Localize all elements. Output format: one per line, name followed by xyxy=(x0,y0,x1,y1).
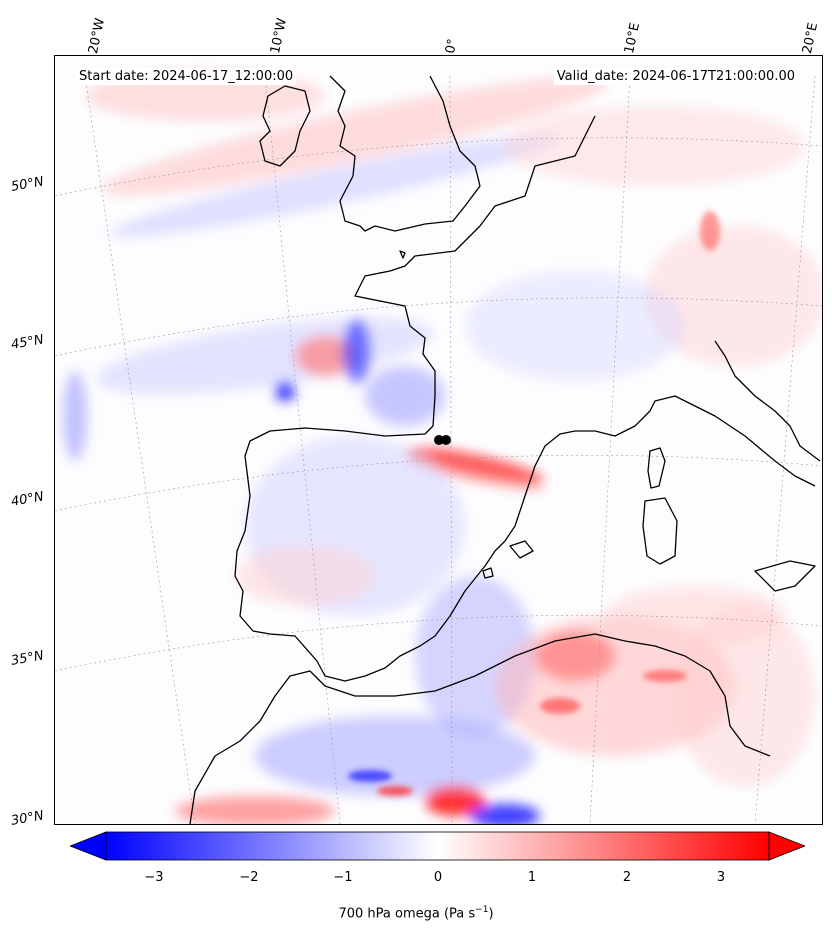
colorbar-extend-high xyxy=(768,831,805,861)
colorbar-label: 700 hPa omega (Pa s−1) xyxy=(0,905,832,921)
colorbar-label-exponent: −1 xyxy=(475,905,489,915)
colorbar-extend-low xyxy=(70,831,107,861)
lat-label-35n: 35°N xyxy=(10,648,45,669)
lon-label-20e: 20°E xyxy=(800,21,822,56)
lon-label-0: 0° xyxy=(443,37,461,56)
lon-label-10e: 10°E xyxy=(622,21,644,56)
colorbar-label-text: 700 hPa omega (Pa s xyxy=(338,906,476,922)
omega-map xyxy=(55,71,822,824)
lon-label-10w: 10°W xyxy=(268,16,291,56)
colorbar xyxy=(70,831,805,861)
colorbar-gradient xyxy=(105,831,770,861)
coastlines xyxy=(189,75,821,824)
lat-label-40n: 40°N xyxy=(10,489,45,510)
colorbar-tick-2: 2 xyxy=(622,870,632,885)
start-date-label: Start date: 2024-06-17_12:00:00 xyxy=(76,68,297,85)
lat-label-30n: 30°N xyxy=(10,808,45,829)
colorbar-label-close: ) xyxy=(488,906,494,922)
colorbar-tick-3: 3 xyxy=(716,870,726,885)
valid-date-label: Valid_date: 2024-06-17T21:00:00.00 xyxy=(553,68,798,85)
location-marker xyxy=(434,435,451,445)
omega-field xyxy=(63,71,822,824)
omega-field-detail xyxy=(348,211,720,796)
graticule xyxy=(55,75,822,824)
colorbar-tick-0: 0 xyxy=(433,870,443,885)
colorbar-tick-neg1: −1 xyxy=(333,870,353,885)
map-panel: Start date: 2024-06-17_12:00:00 Valid_da… xyxy=(54,55,823,825)
colorbar-tick-1: 1 xyxy=(527,870,537,885)
colorbar-tick-neg3: −3 xyxy=(144,870,164,885)
colorbar-tick-neg2: −2 xyxy=(239,870,259,885)
lat-label-45n: 45°N xyxy=(10,332,45,353)
lat-label-50n: 50°N xyxy=(10,174,45,195)
lon-label-20w: 20°W xyxy=(86,16,109,56)
